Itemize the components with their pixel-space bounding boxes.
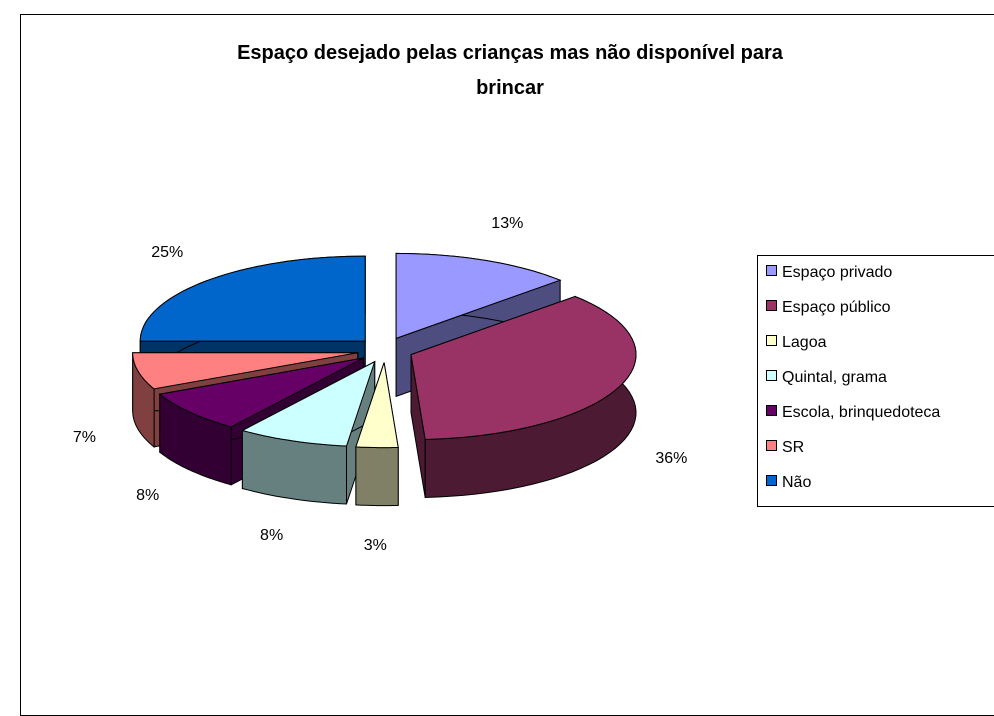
slice-top [355,362,399,449]
legend-swatch [766,335,777,346]
slice-top [139,255,366,342]
data-label: 25% [151,244,183,261]
slice-top [241,360,376,447]
legend-label: Espaço público [782,299,891,316]
slice-side [355,446,399,507]
data-label: 3% [364,537,387,554]
legend-swatch [766,300,777,311]
data-label: 8% [260,527,283,544]
slice-top [410,295,637,441]
slice [410,295,637,499]
legend-item: SR [766,439,804,457]
legend-item: Escola, brinquedoteca [766,404,940,422]
slice-top [132,352,358,390]
data-label: 13% [491,215,523,232]
legend-label: Escola, brinquedoteca [782,404,941,421]
legend-label: SR [782,439,805,456]
legend-item: Lagoa [766,334,827,352]
legend-swatch [766,265,777,276]
legend-item: Quintal, grama [766,369,887,387]
legend-swatch [766,370,777,381]
legend-item: Espaço privado [766,264,892,282]
pie-chart: 13% 25% 7% 36% 8% 8% 3% [73,215,688,554]
legend-label: Lagoa [782,334,827,351]
slice [241,360,376,505]
chart-title: Espaço desejado pelas crianças mas não d… [237,42,783,99]
legend-item: Não [766,474,811,492]
legend-swatch [766,405,777,416]
slice [355,362,399,507]
legend-label: Não [782,474,812,491]
legend: Espaço privado Espaço público Lagoa Quintal… [757,255,994,507]
page: 13% 25% 7% 36% 8% 8% 3% Espaço desejado pelas … [20,14,994,716]
slice-top [395,252,562,340]
slice-top [158,357,364,428]
data-label: 8% [136,487,159,504]
data-label: 36% [655,450,687,467]
legend-item: Espaço público [766,299,891,317]
legend-label: Quintal, grama [782,369,887,386]
data-label: 7% [73,429,96,446]
legend-swatch [766,440,777,451]
legend-label: Espaço privado [782,264,893,281]
legend-swatch [766,475,777,486]
